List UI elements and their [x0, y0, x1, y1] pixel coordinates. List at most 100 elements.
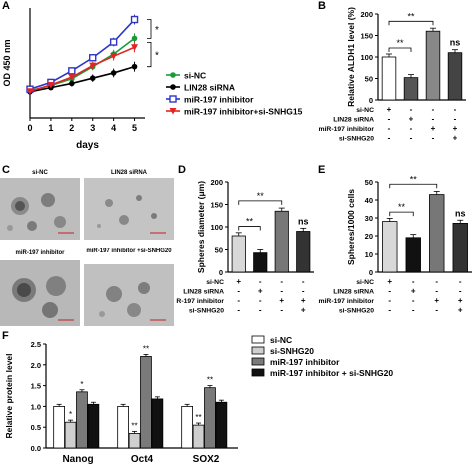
y-tick-label: 200 [360, 10, 373, 19]
condition-mark: - [237, 296, 240, 305]
condition-label: si-NC [356, 279, 374, 286]
y-tick-label: 0 [369, 268, 373, 277]
condition-mark: - [454, 105, 457, 114]
condition-label: LIN28 siRNA [333, 289, 374, 296]
condition-mark: - [259, 296, 262, 305]
condition-label: si-NC [356, 107, 374, 114]
growth-line-chart: 0 1 2 3 4 5 days OD 450 nm * * si-NC LIN28 siRNA miR… [2, 8, 303, 151]
significance-mark: ** [398, 202, 406, 212]
data-point [68, 67, 76, 75]
condition-mark: - [302, 277, 305, 286]
condition-mark: - [435, 306, 438, 315]
legend-label: si-NC [184, 71, 206, 81]
micrograph-caption: LIN28 siRNA [110, 170, 147, 176]
condition-mark: + [458, 296, 463, 305]
condition-mark: - [412, 277, 415, 286]
bar [140, 356, 152, 449]
data-point [89, 75, 96, 81]
condition-mark: - [454, 115, 457, 124]
x-tick-label: 2 [69, 123, 74, 133]
micrograph-caption: miR-197 inhibitor [15, 250, 65, 256]
y-tick-label: 150 [360, 32, 373, 41]
micrograph-image [84, 178, 174, 240]
bar [447, 52, 463, 101]
condition-mark: - [388, 296, 391, 305]
y-tick-label: 20 [365, 232, 373, 241]
condition-mark: - [459, 287, 462, 296]
condition-label: LIN28 siRNA [183, 289, 224, 296]
bar-annotation: * [80, 380, 83, 389]
significance-mark: * [155, 25, 159, 36]
bar-annotation: ** [131, 421, 137, 430]
data-point [131, 44, 139, 51]
bar [253, 252, 268, 273]
data-point [47, 82, 55, 89]
category-label: SOX2 [193, 454, 220, 465]
legend-swatch [251, 368, 265, 377]
aldh1-bar-chart: 0 50 100 150 200 Relative ALDH1 level (%) ns **… [318, 7, 466, 143]
micrograph-lin28-sirna: LIN28 siRNA [84, 168, 174, 240]
significance-bracket [389, 183, 438, 189]
legend-label: si-SNHG20 [270, 346, 314, 356]
condition-mark: + [301, 306, 306, 315]
y-tick-label: 0 [219, 268, 223, 277]
condition-label: miR-197 inhibitor [318, 298, 374, 305]
bar [204, 387, 216, 449]
condition-mark: + [434, 296, 439, 305]
condition-mark: - [432, 134, 435, 143]
y-tick-label: 10 [365, 250, 373, 259]
significance-bracket [147, 41, 152, 68]
y-tick-label: 100 [210, 223, 223, 232]
condition-mark: - [280, 277, 283, 286]
bar-annotation: ** [143, 344, 149, 353]
condition-mark: - [435, 287, 438, 296]
condition-mark: + [453, 134, 458, 143]
condition-mark: + [387, 105, 392, 114]
bar-annotation: ** [195, 413, 201, 422]
significance-mark: ** [246, 217, 254, 227]
x-tick-label: 1 [48, 123, 53, 133]
panel-label-d: D [178, 164, 186, 176]
significance-bracket [389, 211, 414, 217]
condition-mark: - [412, 296, 415, 305]
condition-label: miR-197 inhibitor [318, 126, 374, 133]
bar [405, 237, 421, 273]
legend-label: LIN28 siRNA [184, 83, 235, 93]
significance-mark: ** [396, 38, 404, 48]
bar [117, 406, 129, 449]
condition-mark: - [432, 115, 435, 124]
micrograph-image [0, 178, 80, 240]
condition-mark: - [459, 277, 462, 286]
y-tick-label: 40 [365, 196, 373, 205]
significance-mark: * [155, 51, 159, 62]
y-tick-label: 0.0 [31, 444, 41, 453]
legend-label: si-NC [270, 335, 292, 345]
condition-mark: + [301, 296, 306, 305]
sphere-diameter-bar-chart: 0 50 100 150 200 Spheres diameter (μm) ns ** ** s… [176, 178, 314, 315]
y-tick-label: 0 [369, 96, 373, 105]
bar [76, 391, 88, 449]
y-axis-label: OD 450 nm [2, 39, 12, 86]
sphere-micrographs: si-NC LIN28 siRNA miR-197 inhibitor miR-… [0, 168, 176, 328]
y-tick-label: 1.0 [31, 402, 41, 411]
condition-mark: + [458, 306, 463, 315]
bar [151, 398, 164, 449]
condition-label: si-SNHG20 [189, 308, 224, 315]
legend-marker [170, 72, 176, 78]
significance-bracket [147, 19, 152, 39]
condition-mark: - [410, 134, 413, 143]
panel-label-c: C [2, 164, 10, 176]
bar [452, 223, 468, 273]
legend-label: miR-197 inhibitor+si-SNHG15 [184, 107, 303, 117]
significance-bracket [238, 226, 261, 231]
legend-swatch [251, 346, 265, 355]
condition-mark: - [435, 277, 438, 286]
significance-bracket [388, 20, 434, 26]
condition-mark: - [280, 287, 283, 296]
condition-mark: - [388, 134, 391, 143]
condition-mark: + [409, 115, 414, 124]
bar-annotation: ns [298, 216, 309, 226]
data-point [131, 63, 138, 70]
bar [382, 221, 398, 273]
significance-mark: ** [257, 191, 265, 201]
